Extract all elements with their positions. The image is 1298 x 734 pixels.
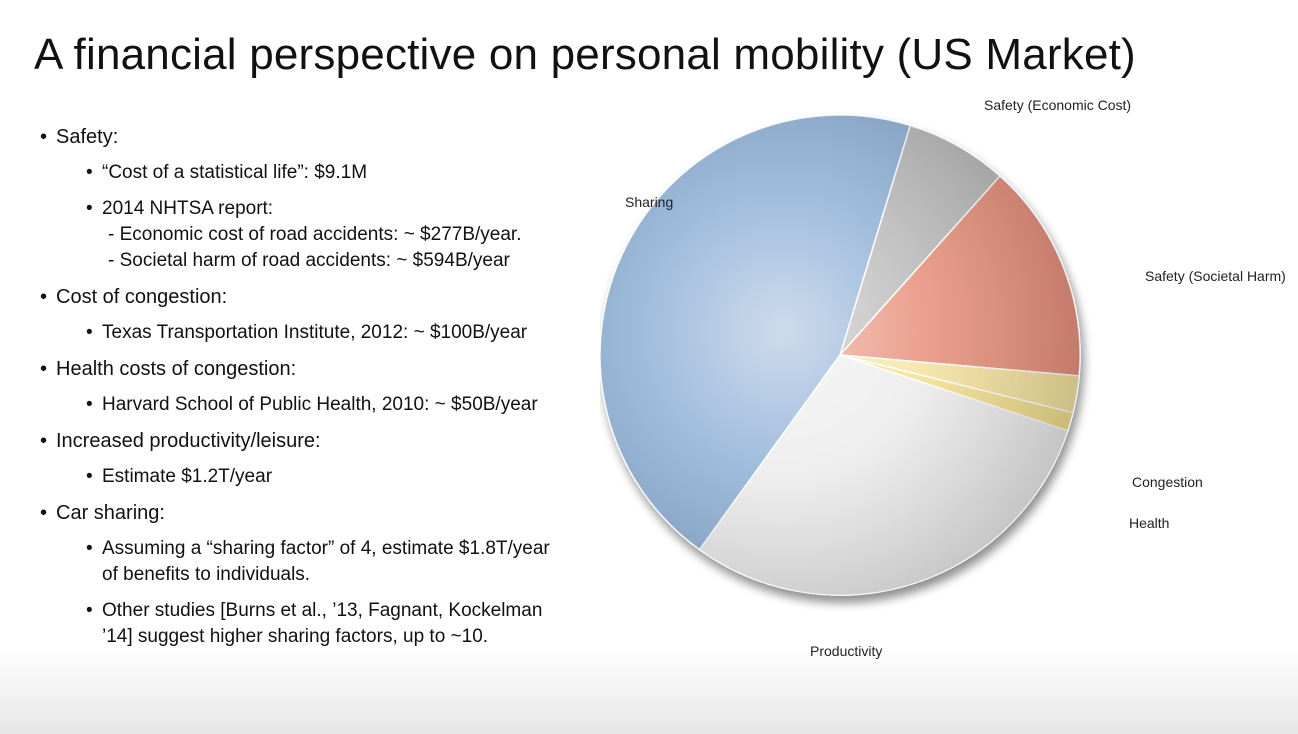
pie-label-safety-economic-cost: Safety (Economic Cost) (984, 97, 1131, 113)
bullet-list: Safety: “Cost of a statistical life”: $9… (38, 120, 628, 650)
bullet-congestion: Cost of congestion: (38, 284, 628, 310)
line-societal-harm: - Societal harm of road accidents: ~ $59… (108, 250, 510, 271)
bullet-nhtsa: 2014 NHTSA report: (86, 196, 628, 222)
sharing-factor-line1: Assuming a “sharing factor” of 4, estima… (102, 538, 550, 559)
bullet-other-studies: Other studies [Burns et al., ’13, Fagnan… (86, 598, 628, 650)
bullet-tti: Texas Transportation Institute, 2012: ~ … (86, 320, 628, 346)
pie-chart: Safety (Economic Cost) Safety (Societal H… (600, 97, 1286, 659)
other-studies-line2: ’14] suggest higher sharing factors, up … (102, 626, 489, 647)
bullet-productivity: Increased productivity/leisure: (38, 428, 628, 454)
bullet-stat-life: “Cost of a statistical life”: $9.1M (86, 160, 628, 186)
pie-label-productivity: Productivity (810, 643, 882, 659)
bullet-harvard: Harvard School of Public Health, 2010: ~… (86, 392, 628, 418)
other-studies-line1: Other studies [Burns et al., ’13, Fagnan… (102, 600, 543, 621)
bullet-safety: Safety: (38, 124, 628, 150)
pie-label-sharing: Sharing (625, 194, 673, 210)
pie-label-health: Health (1129, 515, 1169, 531)
slide-title: A financial perspective on personal mobi… (34, 30, 1136, 79)
pie-label-congestion: Congestion (1132, 474, 1203, 490)
bullet-health: Health costs of congestion: (38, 356, 628, 382)
sharing-factor-line2: of benefits to individuals. (102, 564, 311, 585)
bullet-productivity-estimate: Estimate $1.2T/year (86, 464, 628, 490)
pie-label-safety-societal-harm: Safety (Societal Harm) (1145, 268, 1286, 284)
bullet-sharing-factor: Assuming a “sharing factor” of 4, estima… (86, 536, 628, 588)
bullet-car-sharing: Car sharing: (38, 500, 628, 526)
line-economic-cost: - Economic cost of road accidents: ~ $27… (108, 224, 522, 245)
